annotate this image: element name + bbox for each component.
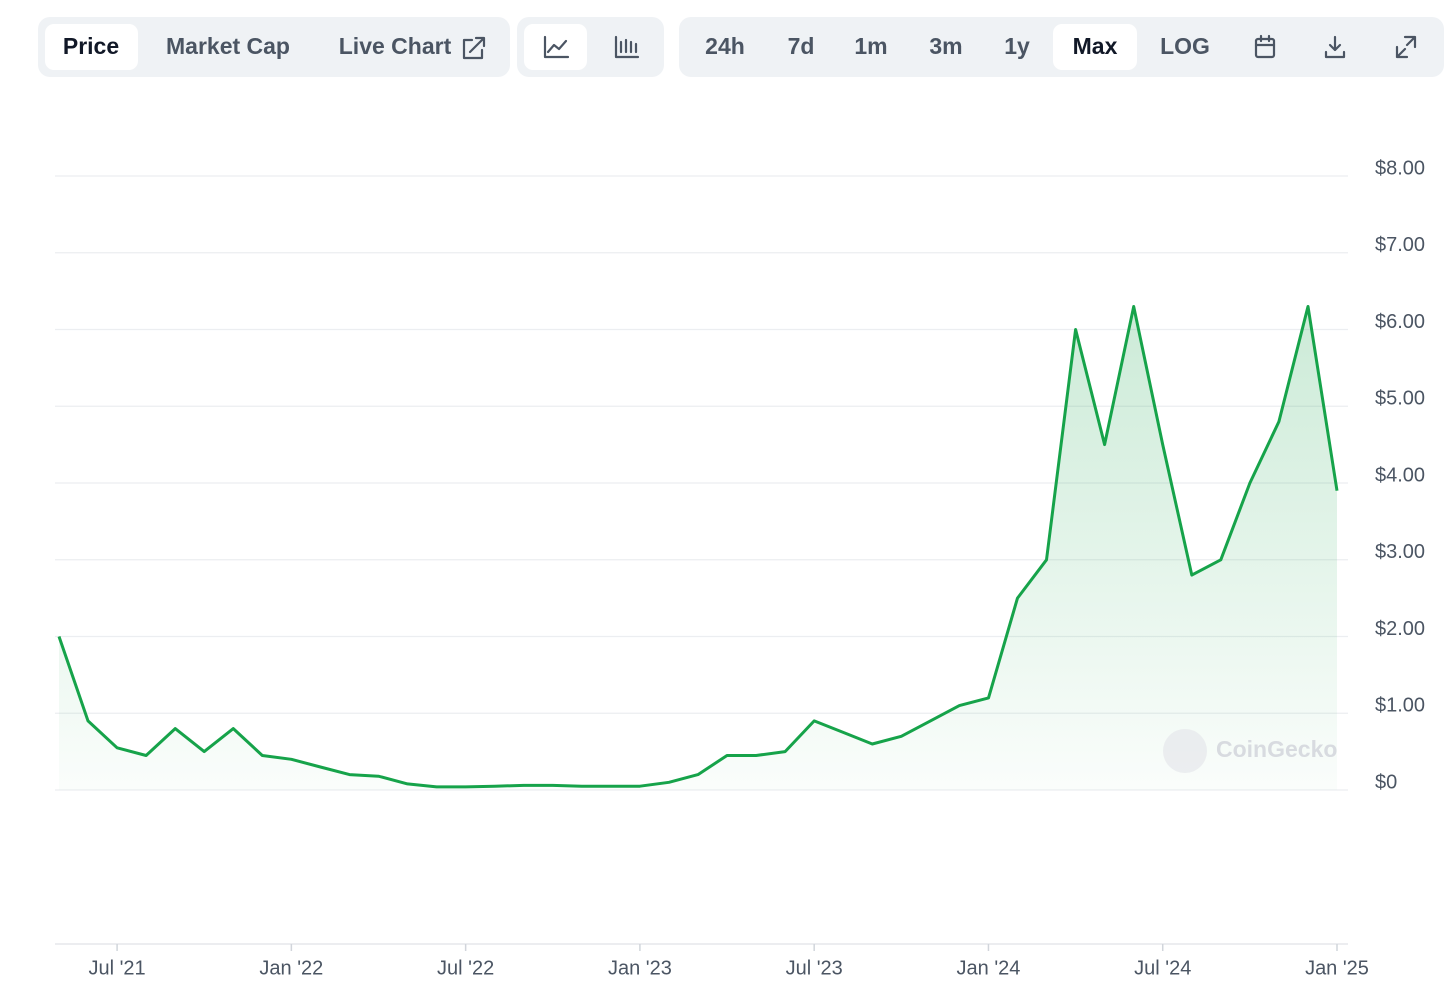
y-tick-label: $8.00 <box>1375 157 1425 179</box>
x-tick-label: Jan '24 <box>957 957 1021 979</box>
range[interactable]: 1y <box>1004 33 1030 59</box>
x-tick-label: Jan '25 <box>1305 957 1369 979</box>
y-tick-label: $2.00 <box>1375 618 1425 640</box>
fullscreen-icon[interactable] <box>1395 35 1417 59</box>
calendar-icon[interactable] <box>1254 34 1276 59</box>
external-icon <box>462 36 486 60</box>
y-tick-label: $7.00 <box>1375 234 1425 256</box>
price-line <box>57 305 1339 789</box>
range[interactable]: 3m <box>929 33 962 59</box>
price-area <box>59 306 1337 790</box>
range[interactable]: Max <box>1073 33 1118 59</box>
range[interactable]: 24h <box>705 33 745 59</box>
y-tick-label: $3.00 <box>1375 541 1425 563</box>
watermark: CoinGecko <box>1216 736 1337 762</box>
x-tick-label: Jul '24 <box>1134 957 1191 979</box>
x-tick-label: Jan '22 <box>259 957 323 979</box>
y-tick-label: $6.00 <box>1375 311 1425 333</box>
y-tick-label: $5.00 <box>1375 388 1425 410</box>
y-tick-label: $4.00 <box>1375 464 1425 486</box>
x-tick-label: Jul '21 <box>88 957 145 979</box>
tab[interactable]: Live Chart <box>339 33 452 59</box>
tab[interactable]: Price <box>63 33 119 59</box>
x-tick-label: Jul '23 <box>786 957 843 979</box>
tab-group <box>38 17 510 77</box>
y-tick-label: $0 <box>1375 771 1397 793</box>
range[interactable]: 1m <box>854 33 887 59</box>
range[interactable]: 7d <box>788 33 815 59</box>
tab[interactable]: Market Cap <box>166 33 290 59</box>
log-toggle[interactable]: LOG <box>1160 33 1210 59</box>
candle-icon[interactable] <box>614 35 640 59</box>
download-icon[interactable] <box>1324 35 1346 59</box>
watermark-logo <box>1163 729 1207 773</box>
line-icon <box>543 35 570 59</box>
x-tick-label: Jan '23 <box>608 957 672 979</box>
y-tick-label: $1.00 <box>1375 695 1425 717</box>
range-active-bg <box>1053 24 1137 70</box>
tab-active-bg <box>45 24 138 70</box>
x-tick-label: Jul '22 <box>437 957 494 979</box>
